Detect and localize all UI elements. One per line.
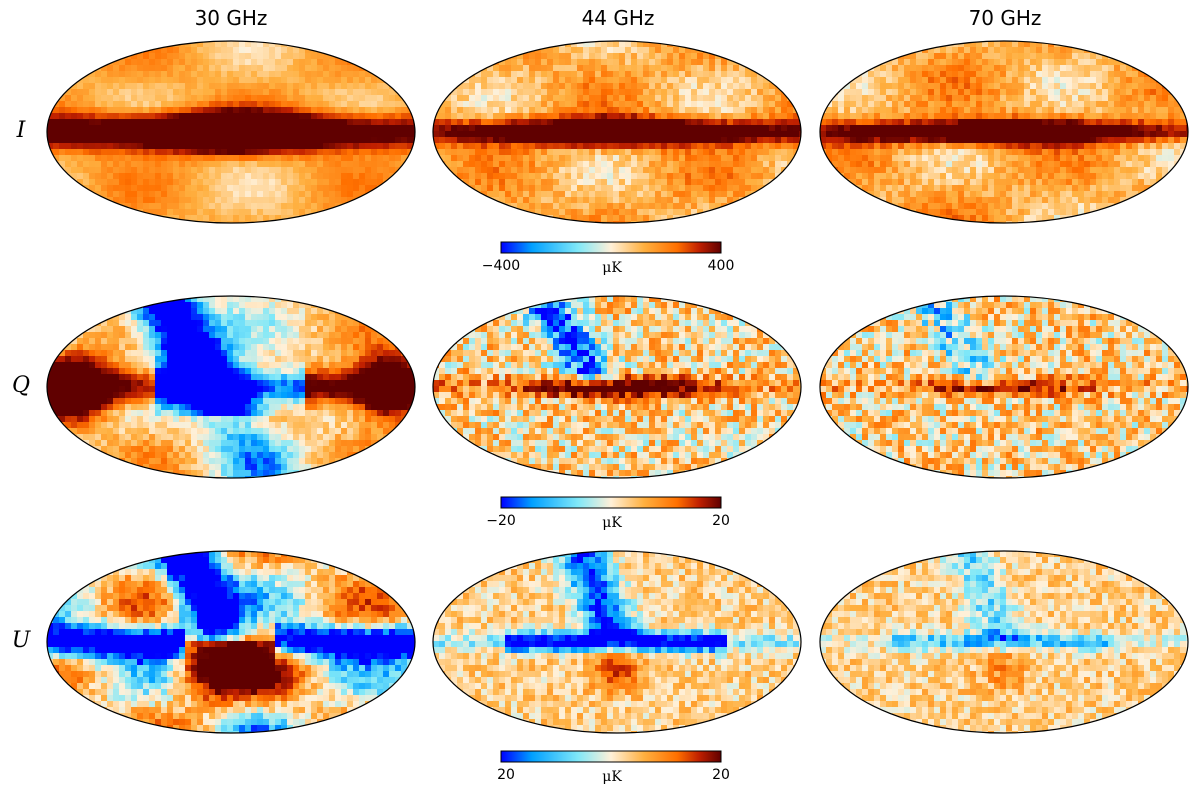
sky-map-i-70ghz [819,40,1189,224]
colorbar-i-max: 400 [707,258,735,274]
sky-map-i-44ghz [432,40,802,224]
colorbar-u [500,750,722,763]
colorbar-i-min: −400 [481,258,521,274]
colorbar-q-min: −20 [486,513,516,529]
row-label-q: Q [11,373,31,398]
colorbar-i [500,241,722,254]
column-title-44ghz: 44 GHz [581,6,655,30]
colorbar-q-unit: μK [602,515,622,531]
sky-map-q-44ghz [432,295,802,479]
colorbar-q-max: 20 [712,513,730,529]
colorbar-u-min: 20 [497,767,515,783]
row-label-u: U [11,628,31,653]
colorbar-u-unit: μK [602,769,622,785]
sky-map-u-44ghz [432,550,802,734]
colorbar-q [500,496,722,509]
colorbar-u-max: 20 [712,767,730,783]
sky-map-i-30ghz [46,40,416,224]
colorbar-i-unit: μK [602,260,622,276]
sky-map-q-30ghz [46,295,416,479]
sky-map-q-70ghz [819,295,1189,479]
column-title-30ghz: 30 GHz [194,6,268,30]
row-label-i: I [16,118,26,143]
column-title-70ghz: 70 GHz [968,6,1042,30]
sky-map-u-70ghz [819,550,1189,734]
sky-map-u-30ghz [46,550,416,734]
